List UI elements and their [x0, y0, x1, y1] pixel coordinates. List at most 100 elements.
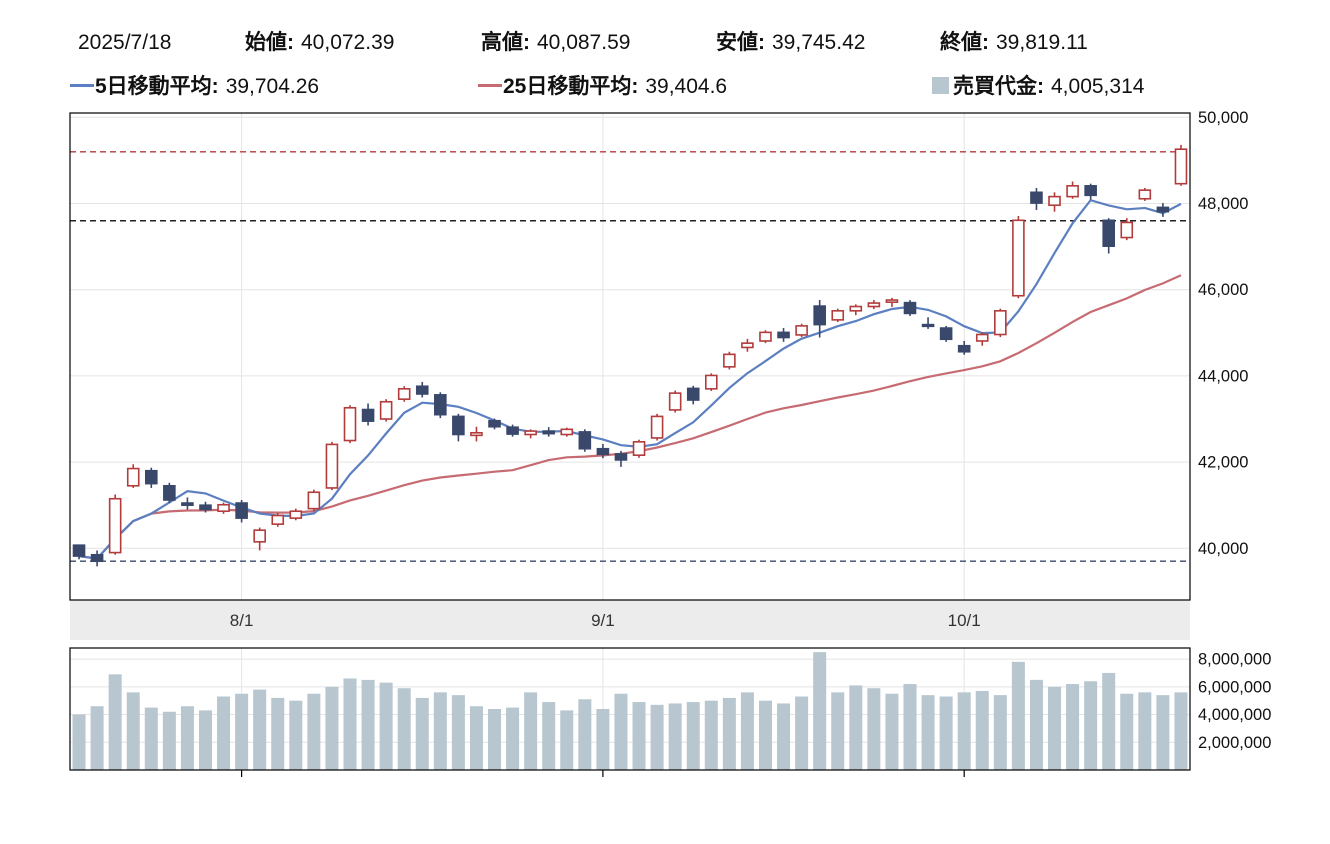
volume-bar[interactable]: [524, 692, 538, 770]
volume-bar[interactable]: [632, 702, 646, 770]
candle[interactable]: [108, 494, 122, 555]
candle[interactable]: [253, 527, 266, 551]
candle[interactable]: [235, 500, 248, 523]
candle[interactable]: [524, 429, 537, 439]
volume-bar[interactable]: [993, 695, 1007, 770]
volume-bar[interactable]: [361, 679, 375, 770]
volume-bar[interactable]: [180, 706, 194, 770]
candle[interactable]: [867, 300, 881, 310]
volume-bar[interactable]: [506, 707, 520, 770]
volume-bar[interactable]: [253, 689, 267, 770]
candle[interactable]: [831, 308, 845, 323]
candle[interactable]: [72, 544, 86, 560]
volume-bar[interactable]: [198, 710, 212, 770]
candle[interactable]: [343, 405, 357, 444]
candle[interactable]: [199, 501, 212, 513]
candle[interactable]: [795, 323, 808, 338]
candle[interactable]: [560, 427, 574, 437]
volume-bar[interactable]: [108, 674, 122, 770]
candle[interactable]: [181, 497, 194, 510]
candle[interactable]: [1120, 218, 1134, 241]
volume-bar[interactable]: [469, 706, 483, 770]
volume-bar[interactable]: [831, 692, 845, 770]
candle[interactable]: [1066, 181, 1079, 199]
candlestick-chart[interactable]: 40,000 42,000 44,000 46,000 48,000 50,000 2,00…: [0, 70, 1330, 844]
candle[interactable]: [217, 502, 230, 514]
volume-bar[interactable]: [271, 697, 285, 770]
volume-bar[interactable]: [975, 690, 989, 770]
candle[interactable]: [163, 482, 176, 504]
candle[interactable]: [1030, 187, 1043, 210]
candle[interactable]: [668, 390, 682, 413]
volume-bar[interactable]: [72, 714, 86, 770]
candle[interactable]: [289, 508, 303, 521]
volume-bar[interactable]: [217, 696, 231, 770]
candle[interactable]: [90, 550, 104, 567]
candle[interactable]: [379, 399, 393, 422]
volume-bar[interactable]: [903, 684, 917, 770]
candle[interactable]: [1156, 203, 1170, 217]
volume-bar[interactable]: [433, 692, 447, 770]
volume-bar[interactable]: [596, 709, 610, 770]
volume-bar[interactable]: [867, 688, 881, 770]
volume-bar[interactable]: [885, 693, 899, 770]
candle[interactable]: [578, 429, 592, 452]
volume-bar[interactable]: [1174, 692, 1188, 770]
volume-bar[interactable]: [939, 696, 953, 770]
candle[interactable]: [921, 317, 935, 329]
volume-bar[interactable]: [1011, 661, 1025, 770]
volume-bar[interactable]: [1029, 679, 1043, 770]
candle[interactable]: [939, 325, 953, 342]
volume-bar[interactable]: [614, 693, 628, 770]
candle[interactable]: [813, 300, 826, 338]
volume-bar[interactable]: [777, 703, 791, 770]
volume-bar[interactable]: [560, 710, 574, 770]
volume-bar[interactable]: [126, 692, 140, 770]
candle[interactable]: [596, 443, 610, 459]
volume-bar[interactable]: [162, 711, 176, 770]
candle[interactable]: [1012, 216, 1025, 299]
volume-bar[interactable]: [921, 695, 935, 770]
candle[interactable]: [759, 330, 772, 344]
candle[interactable]: [126, 464, 140, 488]
candle[interactable]: [452, 413, 465, 442]
candle[interactable]: [307, 489, 321, 512]
volume-bar[interactable]: [379, 682, 393, 770]
volume-bar[interactable]: [397, 688, 411, 770]
volume-bar[interactable]: [1120, 693, 1134, 770]
candle[interactable]: [1138, 187, 1152, 201]
candle[interactable]: [975, 332, 989, 346]
volume-bar[interactable]: [307, 693, 321, 770]
volume-bar[interactable]: [686, 702, 700, 770]
candle[interactable]: [506, 424, 519, 437]
candle[interactable]: [614, 450, 628, 467]
volume-bar[interactable]: [740, 692, 754, 770]
volume-bar[interactable]: [758, 700, 772, 770]
volume-bar[interactable]: [415, 697, 429, 770]
volume-bar[interactable]: [957, 692, 971, 770]
volume-bar[interactable]: [813, 652, 827, 770]
candle[interactable]: [994, 308, 1007, 338]
volume-bar[interactable]: [1102, 672, 1116, 770]
candle[interactable]: [415, 381, 429, 398]
volume-bar[interactable]: [650, 704, 664, 770]
candle[interactable]: [488, 418, 501, 430]
volume-bar[interactable]: [235, 693, 249, 770]
candle[interactable]: [957, 340, 971, 355]
candle[interactable]: [723, 351, 736, 370]
candle[interactable]: [650, 413, 664, 441]
volume-bar[interactable]: [722, 697, 736, 770]
candle[interactable]: [325, 441, 339, 491]
volume-bar[interactable]: [795, 696, 809, 770]
volume-bar[interactable]: [488, 709, 502, 770]
candle[interactable]: [470, 426, 483, 442]
candle[interactable]: [1174, 144, 1188, 186]
candle[interactable]: [704, 373, 718, 391]
volume-bar[interactable]: [668, 703, 682, 770]
volume-bar[interactable]: [289, 700, 303, 770]
volume-bar[interactable]: [1156, 695, 1170, 770]
volume-bar[interactable]: [90, 706, 104, 770]
candle[interactable]: [1048, 192, 1061, 212]
candle[interactable]: [777, 328, 790, 342]
candle[interactable]: [903, 300, 917, 316]
